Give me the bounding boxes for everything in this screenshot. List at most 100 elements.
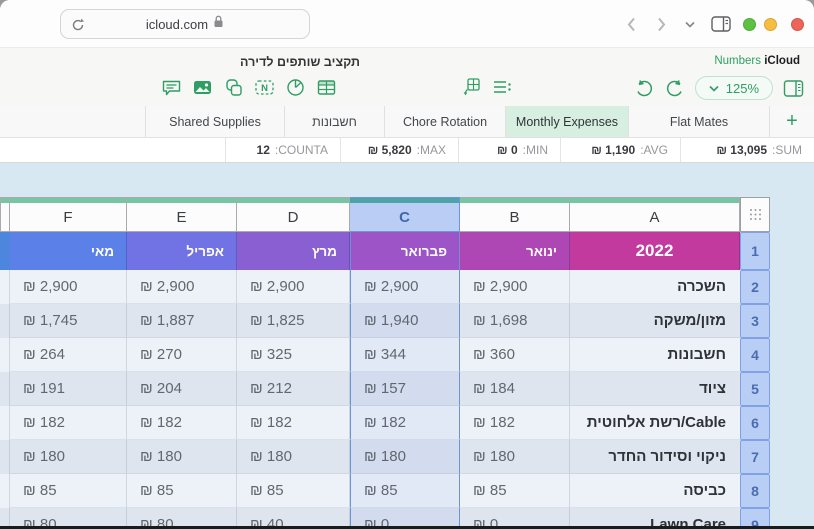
tab-chore-rotation[interactable]: Chore Rotation [385, 106, 506, 137]
row-header-5[interactable]: 5 [740, 372, 770, 406]
cell-e7[interactable]: ₪ 180 [127, 440, 237, 474]
column-header-F[interactable]: F [10, 197, 127, 232]
column-header-C[interactable]: C [350, 197, 460, 232]
cell-b9[interactable]: ₪ 0 [460, 508, 570, 529]
row-header-1[interactable]: 1 [740, 232, 770, 270]
cell-e4[interactable]: ₪ 270 [127, 338, 237, 372]
cell-e3[interactable]: ₪ 1,887 [127, 304, 237, 338]
title-cell-month-e[interactable]: אפריל [127, 232, 237, 270]
row-label-3[interactable]: מזון/משקה [570, 304, 740, 338]
cell-e6[interactable]: ₪ 182 [127, 406, 237, 440]
reload-icon[interactable] [70, 17, 86, 33]
table-drag-handle-icon[interactable] [740, 197, 770, 232]
cell-e2[interactable]: ₪ 2,900 [127, 270, 237, 304]
cell-edge-row5[interactable] [0, 372, 10, 406]
title-cell-month-c[interactable]: פברואר [350, 232, 460, 270]
redo-icon[interactable] [664, 77, 686, 99]
document-title[interactable]: תקציב שותפים לדירה [240, 55, 360, 69]
cell-c7[interactable]: ₪ 180 [350, 440, 460, 474]
cell-edge-row7[interactable] [0, 440, 10, 474]
row-label-9[interactable]: Lawn Care [570, 508, 740, 529]
cell-f2[interactable]: ₪ 2,900 [10, 270, 127, 304]
cell-b4[interactable]: ₪ 360 [460, 338, 570, 372]
column-header-A[interactable]: A [570, 197, 740, 232]
chevron-down-icon[interactable] [676, 21, 704, 28]
forward-button[interactable] [646, 17, 676, 32]
organize-icon[interactable] [491, 76, 513, 98]
cell-b6[interactable]: ₪ 182 [460, 406, 570, 440]
row-header-7[interactable]: 7 [740, 440, 770, 474]
row-label-6[interactable]: Cable/רשת אלחוטית [570, 406, 740, 440]
title-cell-2022[interactable]: 2022 [570, 232, 740, 270]
cell-d6[interactable]: ₪ 182 [237, 406, 350, 440]
cell-b7[interactable]: ₪ 180 [460, 440, 570, 474]
cell-f4[interactable]: ₪ 264 [10, 338, 127, 372]
cell-c4[interactable]: ₪ 344 [350, 338, 460, 372]
media-icon[interactable] [191, 76, 213, 98]
cell-edge-row3[interactable] [0, 304, 10, 338]
address-bar[interactable]: icloud.com [60, 9, 310, 39]
shapes-icon[interactable] [222, 76, 244, 98]
cell-d3[interactable]: ₪ 1,825 [237, 304, 350, 338]
text-box-icon[interactable]: N [253, 76, 275, 98]
row-label-4[interactable]: חשבונות [570, 338, 740, 372]
cell-d5[interactable]: ₪ 212 [237, 372, 350, 406]
tab-flat-mates[interactable]: Flat Mates [629, 106, 770, 137]
cell-f3[interactable]: ₪ 1,745 [10, 304, 127, 338]
cell-edge-row2[interactable] [0, 270, 10, 304]
traffic-light-red[interactable] [780, 17, 814, 31]
cell-edge-row8[interactable] [0, 474, 10, 508]
row-header-8[interactable]: 8 [740, 474, 770, 508]
cell-e8[interactable]: ₪ 85 [127, 474, 237, 508]
cell-e9[interactable]: ₪ 80 [127, 508, 237, 529]
undo-icon[interactable] [633, 77, 655, 99]
cell-f5[interactable]: ₪ 191 [10, 372, 127, 406]
cell-f6[interactable]: ₪ 182 [10, 406, 127, 440]
cell-c3[interactable]: ₪ 1,940 [350, 304, 460, 338]
cell-edge-row6[interactable] [0, 406, 10, 440]
column-header-E[interactable]: E [127, 197, 237, 232]
tab-חשבונות[interactable]: חשבונות [285, 106, 385, 137]
table-icon[interactable] [315, 76, 337, 98]
cell-f8[interactable]: ₪ 85 [10, 474, 127, 508]
cell-c5[interactable]: ₪ 157 [350, 372, 460, 406]
row-label-2[interactable]: השכרה [570, 270, 740, 304]
cell-d4[interactable]: ₪ 325 [237, 338, 350, 372]
traffic-light-yellow[interactable] [760, 17, 780, 31]
row-header-3[interactable]: 3 [740, 304, 770, 338]
format-panel-icon[interactable] [782, 77, 804, 99]
row-header-6[interactable]: 6 [740, 406, 770, 440]
cell-c2[interactable]: ₪ 2,900 [350, 270, 460, 304]
cell-c6[interactable]: ₪ 182 [350, 406, 460, 440]
cell-b8[interactable]: ₪ 85 [460, 474, 570, 508]
zoom-menu[interactable]: 125% [694, 76, 773, 100]
cell-d8[interactable]: ₪ 85 [237, 474, 350, 508]
title-cell-month-f[interactable]: מאי [10, 232, 127, 270]
cell-edge-row4[interactable] [0, 338, 10, 372]
column-header-D[interactable]: D [237, 197, 350, 232]
row-label-5[interactable]: ציוד [570, 372, 740, 406]
cell-d7[interactable]: ₪ 180 [237, 440, 350, 474]
tab-blank[interactable] [0, 106, 146, 137]
cell-c9[interactable]: ₪ 0 [350, 508, 460, 529]
row-label-8[interactable]: כביסה [570, 474, 740, 508]
row-header-9[interactable]: 9 [740, 508, 770, 529]
row-header-2[interactable]: 2 [740, 270, 770, 304]
cell-c8[interactable]: ₪ 85 [350, 474, 460, 508]
tab-shared-supplies[interactable]: Shared Supplies [146, 106, 285, 137]
title-cell-month-d[interactable]: מרץ [237, 232, 350, 270]
cell-b5[interactable]: ₪ 184 [460, 372, 570, 406]
comment-icon[interactable] [160, 76, 182, 98]
cell-d2[interactable]: ₪ 2,900 [237, 270, 350, 304]
cell-d9[interactable]: ₪ 40 [237, 508, 350, 529]
cell-f7[interactable]: ₪ 180 [10, 440, 127, 474]
row-header-4[interactable]: 4 [740, 338, 770, 372]
column-header-B[interactable]: B [460, 197, 570, 232]
traffic-light-green[interactable] [738, 17, 760, 31]
cell-b3[interactable]: ₪ 1,698 [460, 304, 570, 338]
back-button[interactable] [616, 17, 646, 32]
title-cell-month-b[interactable]: ינואר [460, 232, 570, 270]
add-sheet-button[interactable]: + [786, 110, 798, 132]
insert-icon[interactable] [460, 76, 482, 98]
cell-f9[interactable]: ₪ 80 [10, 508, 127, 529]
